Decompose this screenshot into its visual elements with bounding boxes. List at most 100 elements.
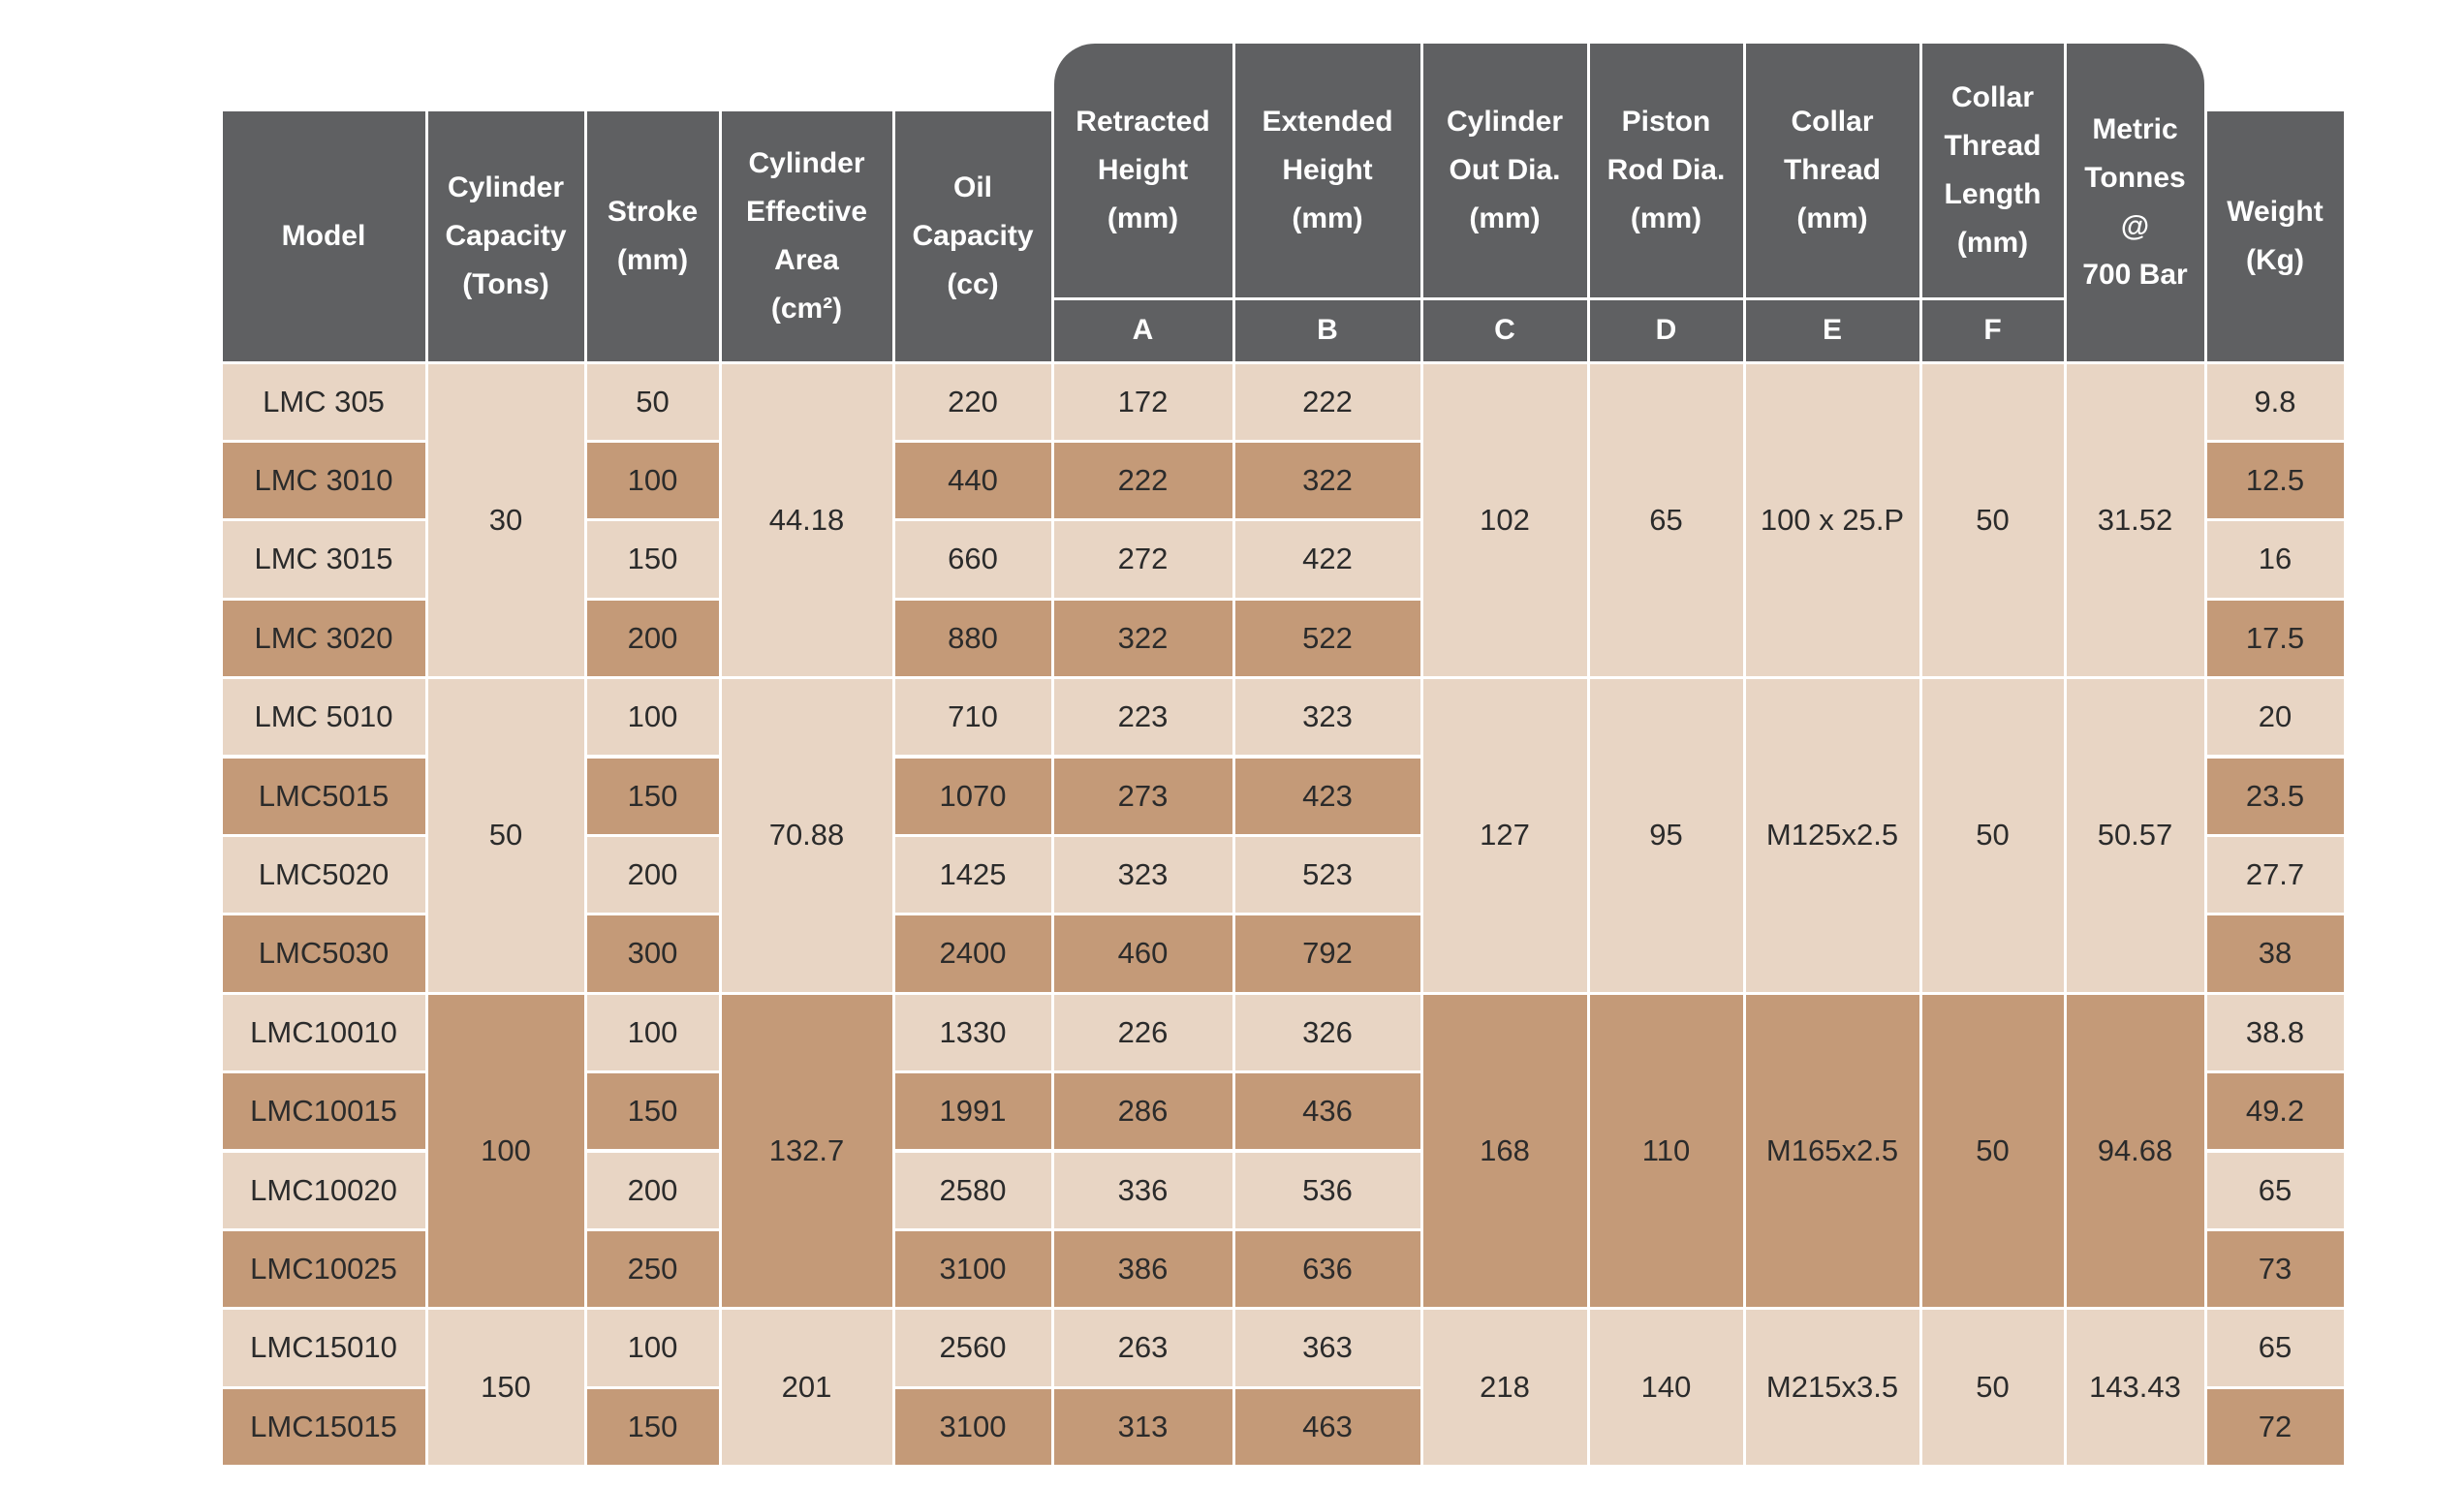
cell-text: 363 [1302,1330,1353,1365]
cell-text: 17.5 [2245,620,2305,655]
cell: 322 [1234,442,1420,519]
cell: 150 [586,521,719,598]
cell: 313 [1053,1388,1232,1466]
cell-text: 1330 [939,1014,1007,1049]
merged-cell: 70.88 [721,679,892,992]
cell-text: 201 [781,1370,832,1405]
merged-cell: 50.57 [2066,679,2204,992]
cell: 20 [2206,679,2344,756]
header-line: (cc) [947,267,999,300]
merged-cell: 150 [427,1310,584,1466]
cell: 336 [1053,1152,1232,1228]
cell: 12.5 [2206,442,2344,519]
cell-text: 2400 [939,936,1007,971]
header-sub-label: B [1317,314,1338,346]
header-line: Collar [1791,105,1874,138]
cell: LMC5015 [222,758,425,834]
cell: 2560 [894,1310,1051,1386]
cell-text: 200 [627,857,678,892]
header-line: Extended [1262,105,1393,138]
header-line: Capacity [912,219,1034,252]
cell-text: 72 [2258,1409,2292,1443]
header-line: Model [281,219,366,252]
cell-text: 222 [1117,463,1169,498]
cell-text: 313 [1117,1409,1169,1443]
cell-text: 50 [1976,818,2010,852]
merged-cell: 95 [1589,679,1743,992]
cell-text: 150 [481,1370,531,1405]
cell-text: 100 x 25.P [1760,502,1905,537]
merged-cell: 143.43 [2066,1310,2204,1466]
cell: 363 [1234,1310,1420,1386]
cell-text: 636 [1302,1252,1353,1286]
header-cell: Collar Thread Length (mm) [1921,43,2064,297]
cell-text: LMC 3020 [254,620,393,655]
header-cell: Weight (Kg) [2206,110,2344,361]
merged-cell: 50 [1921,679,2064,992]
cell-text: 50 [1976,502,2010,537]
merged-cell: 44.18 [721,363,892,677]
cell: 200 [586,836,719,914]
header-line: Capacity [445,219,567,252]
cell: 523 [1234,836,1420,914]
header-line: Metric [2092,112,2178,145]
cell: LMC5020 [222,836,425,914]
cell: 9.8 [2206,363,2344,440]
cell-text: 150 [627,778,678,813]
cell-text: 50.57 [2097,818,2173,852]
cell-text: 792 [1302,936,1353,971]
cell-text: 322 [1117,620,1169,655]
merged-cell: 50 [1921,363,2064,677]
header-cell: Extended Height (mm) [1234,43,1420,297]
cell: 272 [1053,521,1232,598]
cell-text: 326 [1302,1014,1353,1049]
cell: LMC10020 [222,1152,425,1228]
header-sub-label: E [1822,314,1842,346]
cell: 172 [1053,363,1232,440]
merged-cell: 100 x 25.P [1745,363,1919,677]
cell-text: 386 [1117,1252,1169,1286]
cell: 100 [586,679,719,756]
cell: 1991 [894,1073,1051,1150]
cell-text: 12.5 [2245,463,2305,498]
cell-text: 73 [2258,1252,2292,1286]
cell: 460 [1053,915,1232,992]
cell-text: 23.5 [2245,778,2305,813]
header-line: (cm²) [770,292,843,325]
cell: LMC10025 [222,1230,425,1308]
cell: 27.7 [2206,836,2344,914]
header-line: (Tons) [462,267,549,300]
cell: 326 [1234,994,1420,1071]
cell: 423 [1234,758,1420,834]
cell-text: 9.8 [2254,384,2296,418]
merged-cell: 65 [1589,363,1743,677]
header-line: Piston [1621,105,1711,138]
header-line: 700 Bar [2082,258,2188,291]
cell-text: LMC 5010 [254,699,393,734]
merged-cell: 100 [427,994,584,1308]
cell-text: 49.2 [2245,1094,2305,1129]
cell-text: 31.52 [2097,502,2173,537]
cell: 65 [2206,1152,2344,1228]
cell-text: 1425 [939,857,1007,892]
cell: LMC15010 [222,1310,425,1386]
cell-text: 44.18 [768,502,845,537]
cell: 536 [1234,1152,1420,1228]
cell-text: 50 [1976,1132,2010,1167]
cell-text: 263 [1117,1330,1169,1365]
header-line: Weight [2227,195,2324,228]
cell-text: 220 [948,384,998,418]
cell: 200 [586,600,719,677]
cell-text: LMC15010 [250,1330,397,1365]
header-line: Retracted [1076,105,1210,138]
header-line: Cylinder [1446,105,1564,138]
cell: 226 [1053,994,1232,1071]
cell: LMC 3020 [222,600,425,677]
header-line: @ [2120,209,2150,242]
cell: 3100 [894,1230,1051,1308]
cell: 220 [894,363,1051,440]
merged-cell: 201 [721,1310,892,1466]
cell-text: 2560 [939,1330,1007,1365]
cell: 323 [1234,679,1420,756]
cell: 100 [586,994,719,1071]
